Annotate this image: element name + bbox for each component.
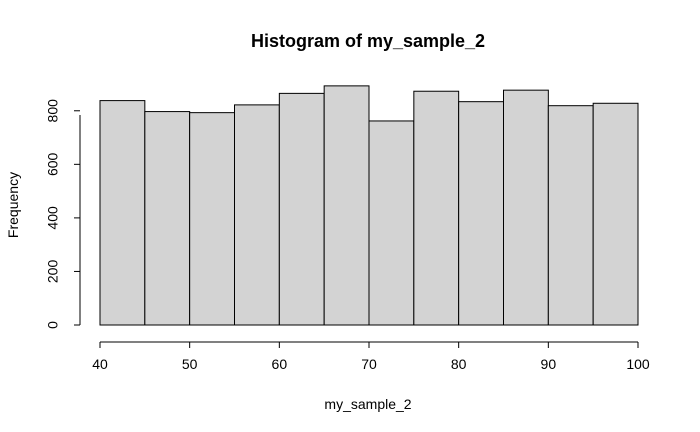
histogram-bar-0	[99, 100, 146, 326]
y-axis-label: Frequency	[5, 172, 21, 238]
y-tick-label-3: 600	[45, 152, 61, 176]
x-axis-label: my_sample_2	[324, 396, 411, 412]
y-tick-label-1: 200	[45, 260, 61, 284]
histogram-bar-9	[503, 89, 549, 326]
histogram-bar-5	[323, 85, 370, 326]
y-tick-label-2: 400	[45, 206, 61, 230]
y-axis-ticks: 0 200 400 600 800	[45, 99, 80, 329]
y-tick-label-4: 800	[45, 99, 61, 123]
chart-title: Histogram of my_sample_2	[251, 31, 485, 51]
x-tick-label-0: 40	[92, 356, 108, 372]
histogram-bar-1	[144, 111, 191, 326]
x-tick-label-6: 100	[626, 356, 650, 372]
x-axis-ticks: 40 50 60 70 80 90 100	[92, 342, 650, 372]
histogram-bars	[99, 85, 639, 326]
x-tick-label-5: 90	[541, 356, 557, 372]
x-tick-label-3: 70	[361, 356, 377, 372]
histogram-bar-7	[413, 90, 460, 326]
histogram-bar-8	[458, 101, 504, 326]
histogram-bar-3	[234, 104, 280, 326]
histogram-bar-2	[189, 112, 236, 326]
histogram-bar-11	[592, 102, 639, 326]
x-tick-label-1: 50	[182, 356, 198, 372]
x-tick-label-4: 80	[451, 356, 467, 372]
histogram-bar-6	[368, 120, 415, 326]
histogram-bar-4	[278, 92, 325, 326]
histogram-bar-10	[547, 105, 594, 326]
y-tick-label-0: 0	[45, 321, 61, 329]
x-tick-label-2: 60	[272, 356, 288, 372]
